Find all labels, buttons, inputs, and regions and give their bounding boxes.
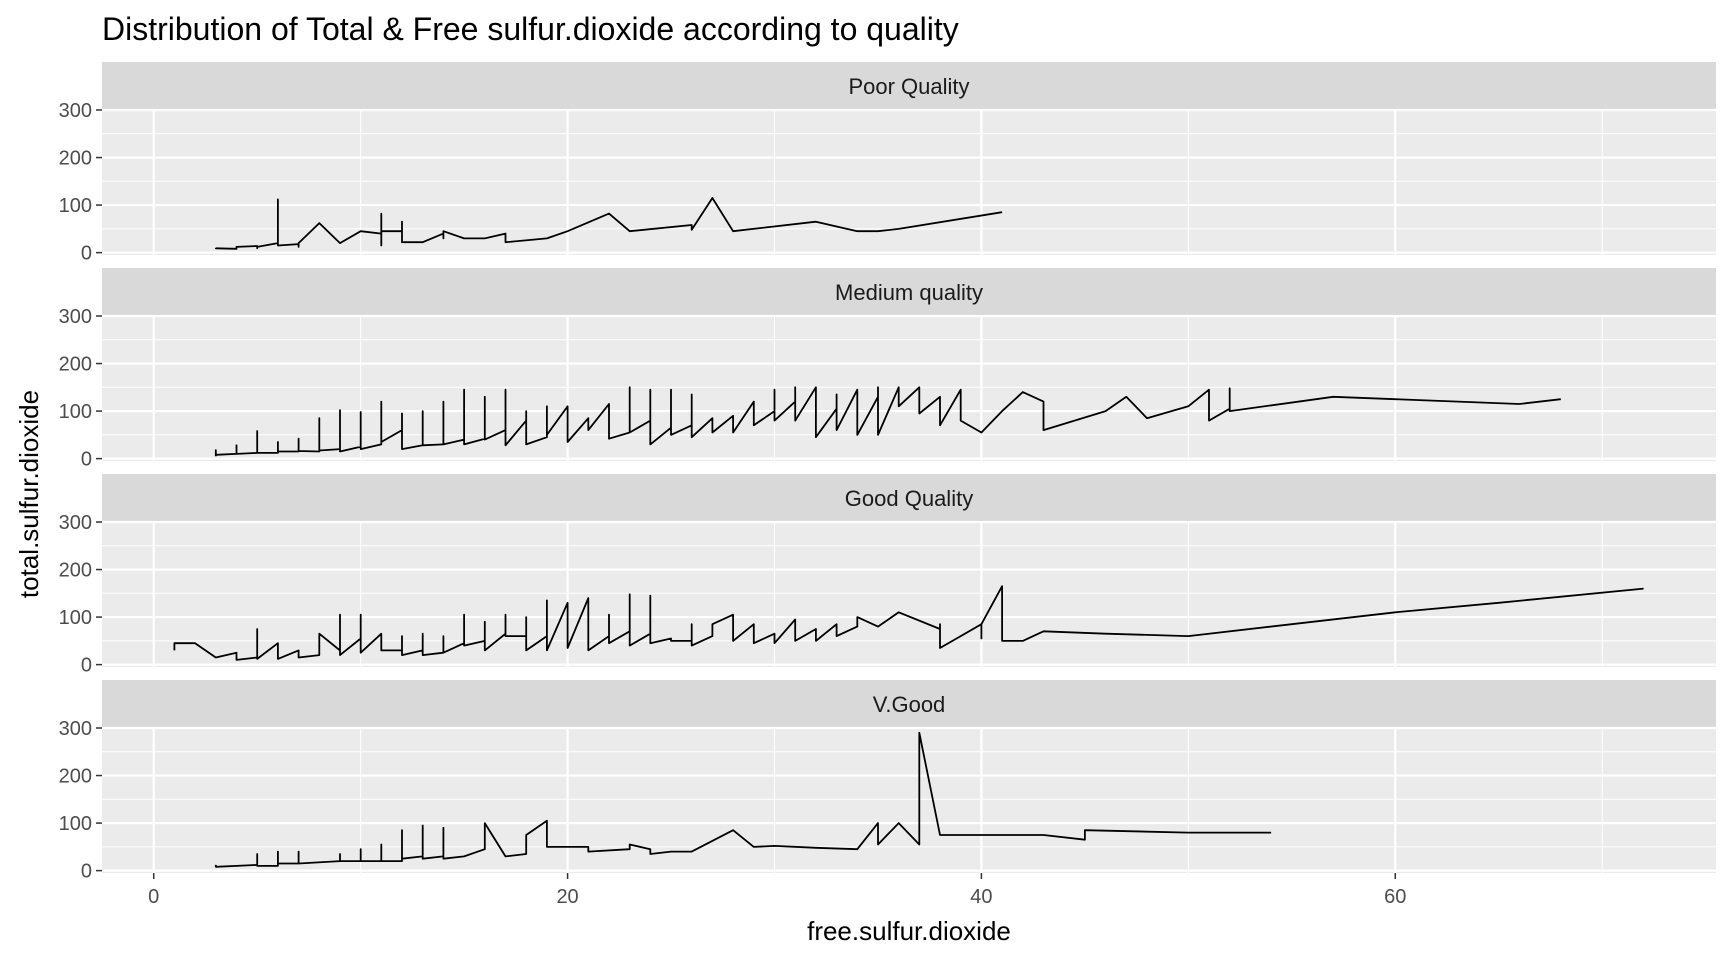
- y-tick-label: 100: [59, 607, 92, 629]
- plot-panel: [102, 110, 1716, 255]
- y-tick-label: 200: [59, 148, 92, 170]
- y-tick-label: 200: [59, 354, 92, 376]
- y-tick-label: 0: [81, 449, 92, 471]
- x-axis-title: free.sulfur.dioxide: [807, 916, 1011, 946]
- y-tick-label: 300: [59, 512, 92, 534]
- facet-strip: [102, 268, 1716, 316]
- facet-panel: Medium quality 0 100 200 300: [59, 268, 1716, 471]
- x-tick-label: 0: [148, 886, 159, 908]
- y-tick-label: 100: [59, 195, 92, 217]
- y-tick-label: 300: [59, 306, 92, 328]
- facet-strip-label: Poor Quality: [848, 74, 969, 99]
- y-tick-label: 300: [59, 100, 92, 122]
- y-tick-label: 100: [59, 401, 92, 423]
- facet-strip-label: V.Good: [873, 692, 946, 717]
- x-tick-label: 20: [556, 886, 578, 908]
- y-tick-label: 0: [81, 861, 92, 883]
- y-tick-label: 200: [59, 766, 92, 788]
- facet-strip: [102, 680, 1716, 728]
- facet-panel: V.Good 0 100 200 300: [59, 680, 1716, 883]
- series-line: [173, 585, 1644, 661]
- facet-strip: [102, 62, 1716, 110]
- facet-strip-label: Medium quality: [835, 280, 983, 305]
- y-tick-label: 200: [59, 560, 92, 582]
- y-tick-label: 300: [59, 718, 92, 740]
- plot-panel: [102, 728, 1716, 873]
- plot-panel: [102, 316, 1716, 461]
- y-tick-label: 100: [59, 813, 92, 835]
- y-axis-title: total.sulfur.dioxide: [14, 390, 44, 598]
- y-tick-label: 0: [81, 243, 92, 265]
- x-tick-label: 60: [1384, 886, 1406, 908]
- facet-panel: Poor Quality 0 100 200 300: [59, 62, 1716, 265]
- y-tick-label: 0: [81, 655, 92, 677]
- series-line: [214, 197, 1003, 250]
- plot-panel: [102, 522, 1716, 667]
- facet-strip: [102, 474, 1716, 522]
- series-line: [214, 386, 1561, 457]
- facet-panels: Poor Quality 0 100 200 300 Medium quality 0 100…: [59, 62, 1716, 883]
- x-tick-label: 40: [970, 886, 992, 908]
- chart-title: Distribution of Total & Free sulfur.diox…: [102, 11, 959, 47]
- facet-panel: Good Quality 0 100 200 300: [59, 474, 1716, 677]
- facet-strip-label: Good Quality: [845, 486, 973, 511]
- series-line: [214, 731, 1272, 868]
- x-axis: 0 20 40 60: [148, 873, 1406, 908]
